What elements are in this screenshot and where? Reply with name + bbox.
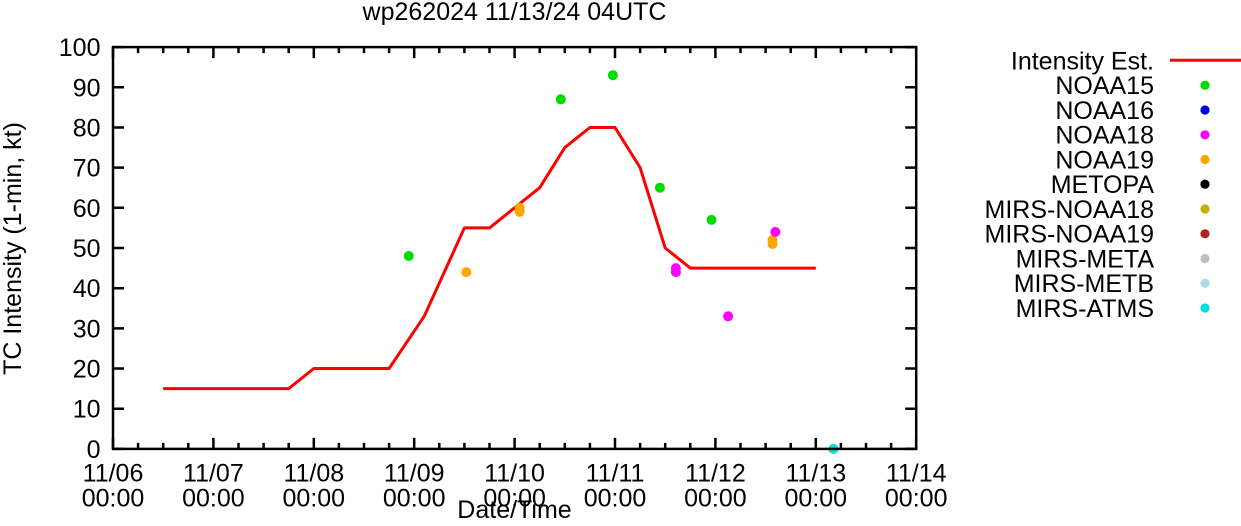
svg-text:11/14: 11/14	[886, 459, 947, 487]
svg-text:Date/Time: Date/Time	[457, 496, 571, 521]
svg-text:60: 60	[73, 195, 101, 223]
svg-text:00:00: 00:00	[785, 484, 848, 512]
svg-text:NOAA16: NOAA16	[1055, 97, 1154, 125]
svg-text:20: 20	[73, 356, 101, 384]
svg-text:MIRS-NOAA19: MIRS-NOAA19	[985, 221, 1154, 249]
svg-text:11/11: 11/11	[586, 459, 645, 487]
svg-text:MIRS-META: MIRS-META	[1016, 245, 1155, 273]
svg-text:00:00: 00:00	[82, 484, 145, 512]
svg-text:00:00: 00:00	[885, 484, 948, 512]
svg-text:11/06: 11/06	[83, 459, 144, 487]
svg-text:NOAA19: NOAA19	[1055, 146, 1154, 174]
svg-text:11/09: 11/09	[384, 459, 445, 487]
svg-text:70: 70	[73, 155, 101, 183]
svg-text:Intensity Est.: Intensity Est.	[1011, 47, 1154, 75]
svg-text:MIRS-NOAA18: MIRS-NOAA18	[985, 196, 1154, 224]
svg-text:MIRS-METB: MIRS-METB	[1014, 270, 1154, 298]
svg-text:NOAA15: NOAA15	[1055, 72, 1154, 100]
svg-text:11/12: 11/12	[685, 459, 746, 487]
svg-text:00:00: 00:00	[182, 484, 245, 512]
svg-text:NOAA18: NOAA18	[1055, 122, 1154, 150]
svg-text:00:00: 00:00	[684, 484, 747, 512]
svg-text:11/07: 11/07	[183, 459, 244, 487]
svg-text:TC Intensity (1-min, kt): TC Intensity (1-min, kt)	[0, 122, 27, 375]
svg-text:10: 10	[73, 396, 101, 424]
svg-text:00:00: 00:00	[483, 484, 546, 512]
svg-text:80: 80	[73, 115, 101, 143]
svg-text:100: 100	[59, 34, 101, 62]
svg-text:11/08: 11/08	[283, 459, 344, 487]
svg-text:11/13: 11/13	[785, 459, 846, 487]
svg-text:00:00: 00:00	[584, 484, 647, 512]
svg-text:MIRS-ATMS: MIRS-ATMS	[1016, 295, 1154, 323]
svg-text:00:00: 00:00	[383, 484, 446, 512]
svg-text:0: 0	[87, 436, 101, 464]
svg-text:40: 40	[73, 275, 101, 303]
svg-text:90: 90	[73, 74, 101, 102]
svg-text:30: 30	[73, 315, 101, 343]
svg-text:wp262024 11/13/24 04UTC: wp262024 11/13/24 04UTC	[362, 0, 667, 26]
svg-text:METOPA: METOPA	[1051, 171, 1155, 199]
svg-text:50: 50	[73, 235, 101, 263]
svg-text:11/10: 11/10	[484, 459, 545, 487]
svg-text:00:00: 00:00	[283, 484, 346, 512]
